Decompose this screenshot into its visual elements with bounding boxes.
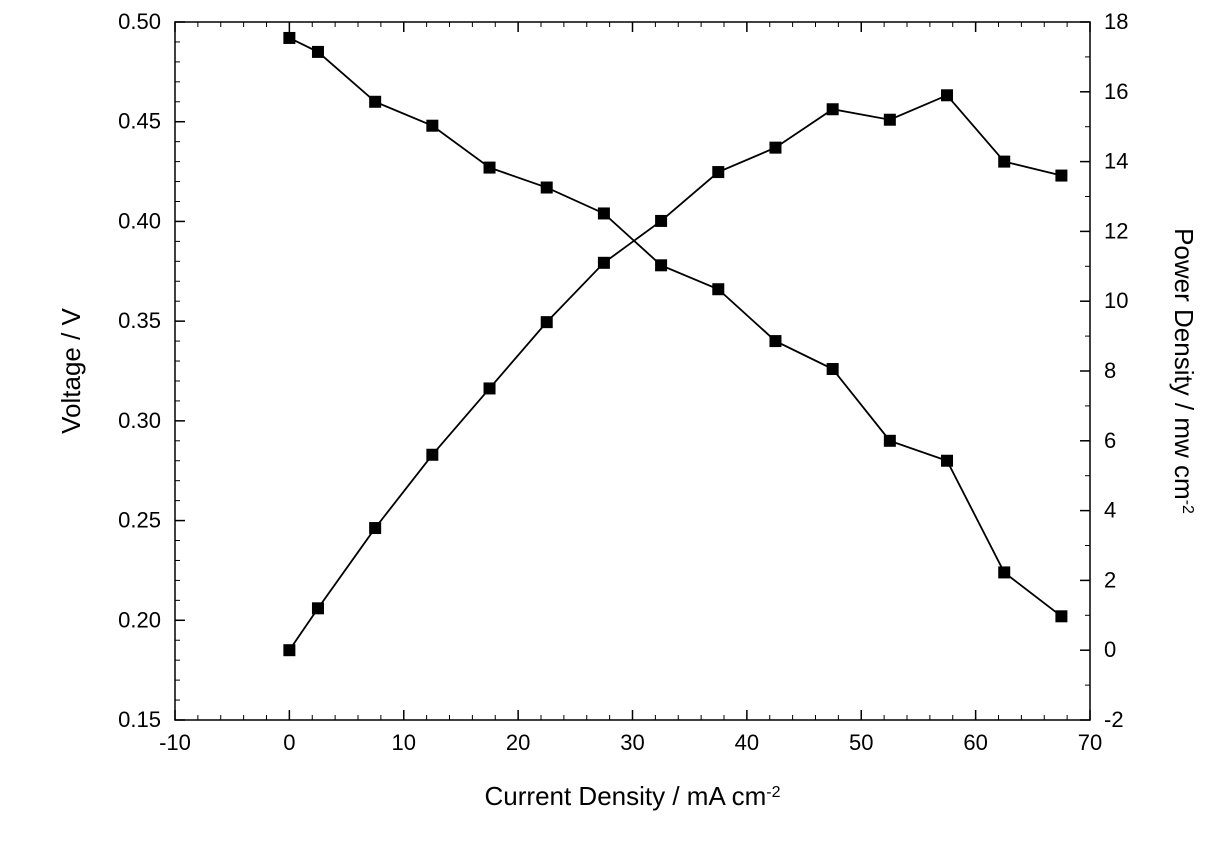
x-tick-label: 10 bbox=[392, 730, 416, 755]
voltage-series-marker bbox=[884, 435, 895, 446]
x-tick-label: 60 bbox=[963, 730, 987, 755]
voltage-series-marker bbox=[484, 162, 495, 173]
y-left-axis-title: Voltage / V bbox=[56, 307, 86, 433]
yr-tick-label: 4 bbox=[1104, 498, 1116, 523]
yl-tick-label: 0.45 bbox=[118, 109, 161, 134]
power-series-marker bbox=[770, 142, 781, 153]
voltage-series-marker bbox=[541, 182, 552, 193]
power-series-marker bbox=[370, 523, 381, 534]
yr-tick-label: 8 bbox=[1104, 358, 1116, 383]
chart-svg: -10010203040506070Current Density / mA c… bbox=[0, 0, 1223, 852]
x-tick-label: -10 bbox=[159, 730, 191, 755]
power-series-marker bbox=[656, 215, 667, 226]
x-tick-label: 30 bbox=[620, 730, 644, 755]
power-series-marker bbox=[713, 167, 724, 178]
yr-tick-label: 16 bbox=[1104, 79, 1128, 104]
voltage-series-line bbox=[289, 38, 1061, 616]
power-series-marker bbox=[942, 90, 953, 101]
voltage-series-marker bbox=[284, 32, 295, 43]
yl-tick-label: 0.15 bbox=[118, 707, 161, 732]
voltage-series-marker bbox=[427, 120, 438, 131]
voltage-series-marker bbox=[598, 208, 609, 219]
power-series-marker bbox=[884, 114, 895, 125]
power-series-line bbox=[289, 95, 1061, 650]
x-tick-label: 40 bbox=[735, 730, 759, 755]
yr-tick-label: 2 bbox=[1104, 567, 1116, 592]
x-tick-label: 20 bbox=[506, 730, 530, 755]
yr-tick-label: 18 bbox=[1104, 9, 1128, 34]
yr-tick-label: 14 bbox=[1104, 149, 1128, 174]
power-series-marker bbox=[427, 449, 438, 460]
voltage-series-marker bbox=[713, 284, 724, 295]
power-series-marker bbox=[284, 645, 295, 656]
voltage-series-marker bbox=[770, 336, 781, 347]
yr-tick-label: 6 bbox=[1104, 428, 1116, 453]
voltage-series-marker bbox=[1056, 611, 1067, 622]
power-series-marker bbox=[598, 257, 609, 268]
x-tick-label: 0 bbox=[283, 730, 295, 755]
voltage-series-marker bbox=[827, 364, 838, 375]
yr-tick-label: -2 bbox=[1104, 707, 1124, 732]
x-tick-label: 50 bbox=[849, 730, 873, 755]
chart-container: -10010203040506070Current Density / mA c… bbox=[0, 0, 1223, 852]
x-tick-label: 70 bbox=[1078, 730, 1102, 755]
yl-tick-label: 0.35 bbox=[118, 308, 161, 333]
x-axis-title: Current Density / mA cm-2 bbox=[485, 781, 781, 811]
power-series-marker bbox=[312, 603, 323, 614]
y-right-axis-title: Power Density / mw cm-2 bbox=[1169, 228, 1199, 514]
power-series-marker bbox=[541, 317, 552, 328]
yl-tick-label: 0.30 bbox=[118, 408, 161, 433]
yl-tick-label: 0.50 bbox=[118, 9, 161, 34]
yr-tick-label: 0 bbox=[1104, 637, 1116, 662]
yl-tick-label: 0.20 bbox=[118, 607, 161, 632]
voltage-series-marker bbox=[942, 455, 953, 466]
power-series-marker bbox=[827, 104, 838, 115]
power-series-marker bbox=[1056, 170, 1067, 181]
voltage-series-marker bbox=[370, 96, 381, 107]
yl-tick-label: 0.25 bbox=[118, 508, 161, 533]
yr-tick-label: 12 bbox=[1104, 218, 1128, 243]
voltage-series-marker bbox=[312, 46, 323, 57]
voltage-series-marker bbox=[999, 567, 1010, 578]
yr-tick-label: 10 bbox=[1104, 288, 1128, 313]
yl-tick-label: 0.40 bbox=[118, 208, 161, 233]
power-series-marker bbox=[999, 156, 1010, 167]
voltage-series-marker bbox=[656, 260, 667, 271]
power-series-marker bbox=[484, 383, 495, 394]
